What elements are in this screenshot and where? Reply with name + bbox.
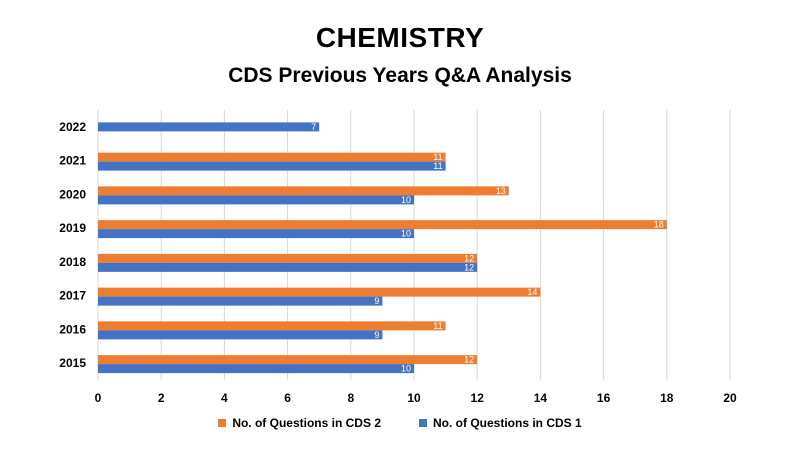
bar-cds2 — [98, 287, 541, 297]
chart-title: CHEMISTRY — [315, 22, 485, 53]
data-label-cds1: 11 — [433, 161, 442, 171]
bar-cds2 — [98, 152, 446, 162]
data-label-cds1: 9 — [374, 296, 379, 306]
y-category-label: 2020 — [59, 187, 86, 201]
bar-cds1 — [98, 161, 446, 171]
legend-swatch-cds2 — [218, 419, 227, 427]
data-label-cds1: 9 — [374, 330, 379, 340]
bar-cds2 — [98, 355, 478, 365]
data-label-cds1: 10 — [401, 195, 411, 205]
data-label-cds2: 11 — [433, 321, 442, 331]
bar-cds1 — [98, 122, 320, 132]
legend-label-cds1: No. of Questions in CDS 1 — [433, 416, 582, 430]
data-label-cds2: 11 — [433, 152, 442, 162]
legend: No. of Questions in CDS 2 No. of Questio… — [0, 416, 800, 430]
x-tick-label: 18 — [660, 391, 674, 405]
x-tick-label: 12 — [471, 391, 485, 405]
bar-cds1 — [98, 364, 414, 374]
data-label-cds2: 14 — [527, 287, 537, 297]
data-label-cds2: 12 — [464, 253, 474, 263]
x-tick-label: 2 — [158, 391, 165, 405]
data-label-cds1: 10 — [401, 229, 411, 239]
x-tick-label: 6 — [284, 391, 291, 405]
chart-subtitle: CDS Previous Years Q&A Analysis — [228, 64, 572, 87]
legend-swatch-cds1 — [419, 419, 427, 427]
data-label-cds2: 13 — [496, 186, 506, 196]
bar-cds2 — [98, 220, 667, 230]
x-tick-label: 14 — [534, 391, 548, 405]
y-category-label: 2022 — [59, 120, 86, 134]
y-category-label: 2016 — [59, 322, 86, 336]
bar-cds1 — [98, 195, 414, 205]
legend-item-cds2: No. of Questions in CDS 2 — [218, 416, 381, 430]
legend-label-cds2: No. of Questions in CDS 2 — [232, 416, 381, 430]
x-tick-label: 8 — [347, 391, 354, 405]
bar-cds1 — [98, 330, 383, 340]
bar-cds2 — [98, 253, 478, 263]
x-tick-label: 20 — [723, 391, 737, 405]
data-label-cds2: 12 — [464, 355, 474, 365]
x-tick-label: 0 — [95, 391, 102, 405]
legend-item-cds1: No. of Questions in CDS 1 — [419, 416, 582, 430]
y-category-label: 2017 — [59, 289, 86, 303]
bar-cds1 — [98, 262, 478, 272]
bar-cds2 — [98, 321, 446, 331]
y-category-label: 2019 — [59, 221, 86, 235]
x-tick-label: 10 — [407, 391, 421, 405]
data-label-cds1: 7 — [311, 122, 316, 132]
bar-cds2 — [98, 186, 509, 196]
data-label-cds1: 10 — [401, 364, 411, 374]
data-label-cds2: 18 — [654, 220, 664, 230]
y-category-label: 2021 — [59, 154, 86, 168]
y-category-label: 2018 — [59, 255, 86, 269]
x-tick-label: 4 — [221, 391, 228, 405]
data-label-cds1: 12 — [464, 262, 474, 272]
bar-cds1 — [98, 229, 414, 239]
y-category-label: 2015 — [59, 356, 86, 370]
x-tick-label: 16 — [597, 391, 611, 405]
bar-cds1 — [98, 296, 383, 306]
